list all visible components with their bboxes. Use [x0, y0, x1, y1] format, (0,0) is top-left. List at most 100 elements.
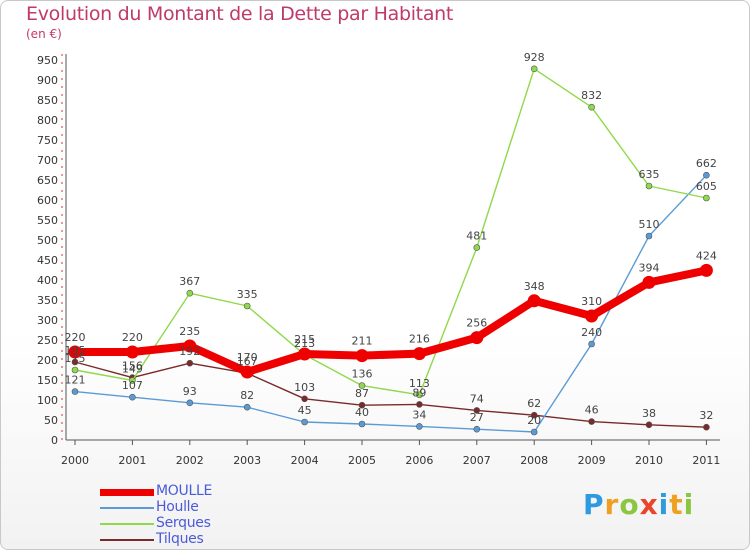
x-tick-label: 2007	[463, 454, 491, 467]
data-label-houlle: 510	[639, 218, 660, 231]
x-tick-label: 2000	[61, 454, 89, 467]
y-tick-label: 550	[37, 214, 58, 227]
x-tick-label: 2011	[692, 454, 720, 467]
y-tick-label: 700	[37, 154, 58, 167]
proxiti-logo: Proxiti	[583, 488, 695, 521]
data-point-houlle	[301, 418, 308, 426]
data-label-serques: 367	[179, 275, 200, 288]
data-point-moulle	[68, 345, 82, 359]
data-point-moulle	[527, 294, 541, 308]
data-label-tilques: 195	[65, 344, 86, 357]
data-label-moulle: 424	[696, 249, 717, 262]
data-label-houlle: 40	[355, 406, 369, 419]
data-label-tilques: 89	[412, 386, 426, 399]
y-tick-label: 0	[51, 434, 58, 447]
data-point-tilques	[645, 421, 653, 429]
data-point-serques	[186, 289, 194, 297]
data-point-tilques	[358, 401, 366, 409]
data-point-moulle	[642, 275, 656, 289]
y-tick-label: 400	[37, 274, 58, 287]
legend-label-moulle: MOULLE	[156, 483, 212, 499]
data-label-serques: 335	[237, 288, 258, 301]
legend-label-tilques: Tilques	[156, 531, 204, 547]
y-tick-label: 350	[37, 294, 58, 307]
data-label-serques: 136	[352, 368, 373, 381]
data-label-houlle: 45	[298, 404, 312, 417]
data-point-serques	[645, 182, 653, 190]
data-label-houlle: 240	[581, 326, 602, 339]
data-label-serques: 635	[639, 168, 660, 181]
x-tick-label: 2006	[405, 454, 433, 467]
data-point-houlle	[473, 425, 481, 433]
data-point-houlle	[71, 388, 79, 395]
y-tick-label: 50	[44, 414, 58, 427]
data-label-houlle: 93	[183, 385, 197, 398]
data-label-houlle: 121	[65, 374, 86, 387]
series-line-moulle	[71, 266, 711, 376]
data-point-houlle	[703, 171, 710, 179]
x-tick-label: 2010	[635, 454, 663, 467]
data-label-tilques: 46	[585, 404, 599, 417]
data-label-houlle: 82	[240, 389, 254, 402]
data-label-tilques: 167	[237, 355, 258, 368]
y-tick-label: 800	[37, 114, 58, 127]
y-tick-label: 500	[37, 234, 58, 247]
y-tick-label: 100	[37, 394, 58, 407]
data-label-serques: 928	[524, 51, 545, 64]
data-point-moulle	[470, 331, 484, 345]
data-point-serques	[129, 377, 136, 384]
data-point-serques	[530, 65, 538, 73]
data-label-serques: 213	[294, 337, 315, 350]
legend-swatch-moulle	[100, 489, 154, 496]
data-point-tilques	[71, 358, 79, 366]
y-tick-label: 450	[37, 254, 58, 267]
legend-swatch-serques	[100, 523, 154, 525]
y-tick-label: 150	[37, 374, 58, 387]
data-point-serques	[358, 382, 366, 389]
data-label-houlle: 27	[470, 411, 484, 424]
data-point-serques	[588, 103, 595, 111]
x-tick-label: 2004	[291, 454, 319, 467]
data-label-moulle: 211	[352, 335, 373, 348]
x-tick-label: 2002	[176, 454, 204, 467]
data-point-serques	[416, 391, 423, 399]
data-point-moulle	[699, 263, 713, 277]
x-tick-label: 2001	[118, 454, 146, 467]
data-label-houlle: 107	[122, 379, 143, 392]
data-point-serques	[243, 302, 251, 310]
data-label-tilques: 32	[699, 409, 713, 422]
data-label-moulle: 220	[65, 331, 86, 344]
data-point-serques	[703, 194, 710, 202]
data-label-moulle: 170	[237, 351, 258, 364]
data-point-tilques	[473, 407, 481, 414]
data-point-moulle	[183, 339, 197, 353]
data-point-houlle	[588, 340, 595, 348]
data-label-tilques: 103	[294, 381, 315, 394]
legend-label-serques: Serques	[156, 515, 211, 531]
data-point-moulle	[125, 345, 139, 359]
data-label-houlle: 662	[696, 157, 717, 170]
legend-swatch-tilques	[100, 539, 154, 541]
data-point-serques	[71, 366, 79, 374]
y-tick-label: 850	[37, 94, 58, 107]
data-label-serques: 605	[696, 180, 717, 193]
x-tick-label: 2003	[233, 454, 261, 467]
data-point-houlle	[186, 399, 194, 407]
data-label-serques: 149	[122, 362, 143, 375]
legend-swatch-houlle	[100, 507, 154, 509]
data-point-houlle	[358, 420, 366, 428]
y-tick-label: 600	[37, 194, 58, 207]
data-point-tilques	[703, 423, 710, 431]
data-label-moulle: 235	[179, 325, 200, 338]
data-point-tilques	[530, 411, 538, 419]
y-tick-label: 300	[37, 314, 58, 327]
data-point-moulle	[412, 347, 426, 361]
data-label-moulle: 215	[294, 333, 315, 346]
data-point-tilques	[186, 359, 194, 367]
y-tick-label: 950	[37, 54, 58, 67]
data-point-moulle	[585, 309, 599, 323]
data-point-serques	[473, 244, 481, 251]
data-label-serques: 832	[581, 89, 602, 102]
data-label-serques: 113	[409, 377, 430, 390]
x-tick-label: 2008	[520, 454, 548, 467]
